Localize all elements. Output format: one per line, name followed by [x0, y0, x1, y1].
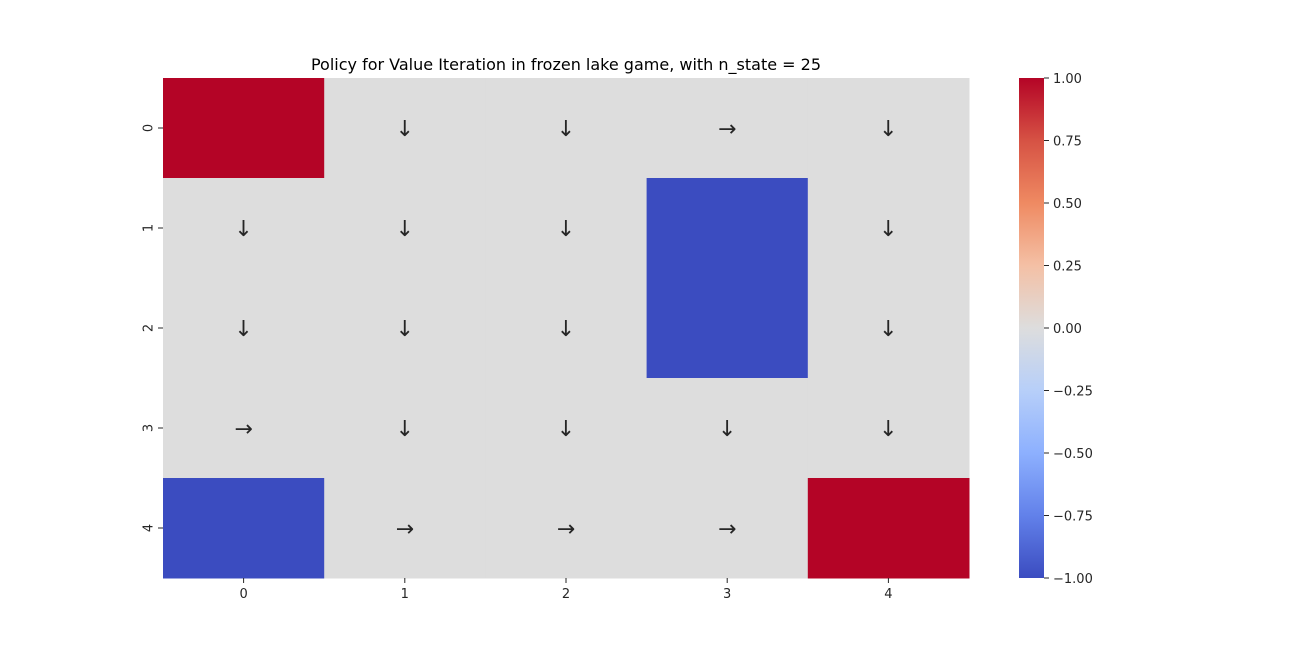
heatmap-cell	[807, 378, 970, 479]
y-tick-label: 2	[142, 324, 157, 332]
colorbar-tick-label: 0.25	[1053, 260, 1082, 275]
heatmap-cell	[324, 78, 486, 179]
cell-annotation: →	[718, 117, 736, 142]
cell-annotation: ↓	[234, 317, 252, 342]
cell-annotation: ↓	[879, 417, 897, 442]
cell-annotation: →	[557, 517, 575, 542]
cell-annotation: ↓	[234, 217, 252, 242]
cell-annotation: ↓	[557, 317, 575, 342]
colorbar-tick-label: 1.00	[1053, 72, 1082, 87]
heatmap-cell	[807, 478, 970, 579]
cell-annotation: →	[396, 517, 414, 542]
heatmap-cell	[324, 378, 486, 479]
heatmap-cell	[324, 478, 486, 579]
heatmap-cell	[163, 78, 325, 179]
cell-annotation: ↓	[879, 117, 897, 142]
x-tick-label: 3	[723, 587, 731, 602]
y-axis: 0 1 2 3 4	[142, 124, 163, 532]
cell-annotation: ↓	[396, 317, 414, 342]
cell-annotation: ↓	[396, 217, 414, 242]
heatmap-cell	[163, 178, 325, 279]
heatmap-cells	[163, 78, 970, 579]
colorbar-tick-label: 0.75	[1053, 135, 1082, 150]
x-tick-label: 1	[401, 587, 409, 602]
y-tick-label: 1	[142, 224, 157, 232]
heatmap-cell	[807, 278, 970, 379]
cell-annotation: ↓	[396, 417, 414, 442]
colorbar-tick-label: −0.50	[1053, 447, 1093, 462]
cell-annotation: ↓	[557, 217, 575, 242]
heatmap-cell	[807, 78, 970, 179]
heatmap-cell	[646, 178, 809, 279]
cell-annotation: ↓	[879, 217, 897, 242]
heatmap-cell	[163, 278, 325, 379]
heatmap-cell	[646, 378, 809, 479]
cell-annotation: ↓	[557, 417, 575, 442]
cell-annotation: ↓	[879, 317, 897, 342]
cell-annotation: ↓	[396, 117, 414, 142]
heatmap-cell	[646, 278, 809, 379]
cell-annotation: →	[234, 417, 252, 442]
chart-title: Policy for Value Iteration in frozen lak…	[311, 55, 821, 75]
colorbar	[1019, 78, 1044, 578]
heatmap-cell	[324, 178, 486, 279]
heatmap-cell	[163, 378, 325, 479]
heatmap-cell	[485, 378, 648, 479]
heatmap-cell	[485, 78, 648, 179]
colorbar-tick-label: −0.25	[1053, 385, 1093, 400]
heatmap-cell	[807, 178, 970, 279]
x-tick-label: 0	[239, 587, 247, 602]
cell-annotation: ↓	[557, 117, 575, 142]
colorbar-gradient	[1019, 78, 1044, 578]
colorbar-tick-label: −1.00	[1053, 572, 1093, 587]
heatmap-cell	[646, 78, 809, 179]
x-axis: 0 1 2 3 4	[239, 578, 893, 602]
heatmap-cell	[485, 178, 648, 279]
heatmap-cell	[646, 478, 809, 579]
x-tick-label: 2	[562, 587, 570, 602]
colorbar-tick-label: 0.50	[1053, 197, 1082, 212]
heatmap-cell	[485, 278, 648, 379]
cell-annotation: →	[718, 517, 736, 542]
y-tick-label: 3	[142, 424, 157, 432]
x-tick-label: 4	[884, 587, 892, 602]
heatmap-cell	[324, 278, 486, 379]
colorbar-tick-label: −0.75	[1053, 510, 1093, 525]
y-tick-label: 4	[142, 524, 157, 532]
heatmap-cell	[485, 478, 648, 579]
cell-annotation: ↓	[718, 417, 736, 442]
heatmap-annotations: ↓ ↓ → ↓ ↓ ↓ ↓ ↓ ↓ ↓ ↓ ↓ → ↓ ↓ ↓ ↓ → → →	[234, 117, 897, 542]
heatmap-cell	[163, 478, 325, 579]
y-tick-label: 0	[142, 124, 157, 132]
colorbar-ticks: 1.00 0.75 0.50 0.25 0.00 −0.25 −0.50 −0.75 −1.00	[1044, 72, 1093, 587]
colorbar-tick-label: 0.00	[1053, 322, 1082, 337]
